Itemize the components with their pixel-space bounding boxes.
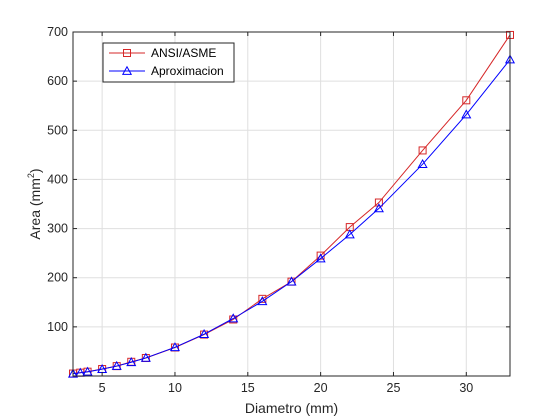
- triangle-marker: [373, 203, 384, 213]
- triangle-marker: [228, 313, 239, 323]
- x-tick-label: 20: [314, 381, 328, 395]
- y-tick-label: 100: [47, 320, 68, 334]
- series-aproximacion: [67, 54, 516, 378]
- square-marker: [123, 49, 131, 57]
- y-axis-label-close: ): [27, 168, 43, 173]
- legend-label: ANSI/ASME: [151, 46, 216, 60]
- y-axis-label: Area (mm2): [26, 168, 43, 239]
- triangle-marker: [199, 328, 210, 339]
- triangle-marker: [121, 65, 133, 75]
- legend-items: ANSI/ASME Aproximacion: [109, 46, 224, 78]
- y-tick-label: 300: [47, 222, 68, 236]
- triangle-marker: [286, 276, 297, 286]
- x-tick-label: 10: [168, 381, 182, 395]
- square-marker: [200, 330, 209, 339]
- x-axis-label: Diametro (mm): [245, 400, 338, 416]
- triangle-marker: [257, 296, 268, 306]
- y-tick-label: 400: [47, 172, 68, 186]
- triangle-marker: [417, 158, 428, 169]
- legend-entry: ANSI/ASME: [109, 46, 216, 60]
- x-tick-label: 5: [99, 381, 106, 395]
- square-marker: [462, 96, 471, 105]
- triangle-marker: [126, 357, 137, 367]
- legend-entry: Aproximacion: [109, 64, 224, 78]
- x-tick-label: 15: [241, 381, 255, 395]
- legend: ANSI/ASME Aproximacion: [102, 42, 235, 83]
- series-ansi-asme: [69, 30, 514, 378]
- x-tick-label: 25: [387, 381, 401, 395]
- triangle-marker: [169, 342, 181, 352]
- series-line: [72, 34, 511, 375]
- ticks: 5 10 15 20 25 30 100 200 300 400 500 600 700: [47, 25, 510, 395]
- triangle-marker: [67, 368, 79, 378]
- y-axis-label-superscript: 2: [26, 173, 36, 178]
- triangle-marker: [344, 229, 355, 239]
- triangle-marker: [315, 253, 326, 263]
- grid: [73, 31, 510, 376]
- square-marker: [229, 315, 238, 324]
- triangle-marker: [82, 366, 93, 376]
- y-tick-label: 500: [47, 123, 68, 137]
- square-marker: [374, 198, 383, 207]
- triangle-marker: [111, 360, 122, 370]
- plot-frame: [72, 31, 511, 377]
- y-tick-label: 600: [47, 74, 68, 88]
- y-tick-label: 700: [47, 25, 68, 39]
- triangle-marker: [461, 109, 472, 119]
- triangle-marker: [140, 352, 151, 362]
- square-marker: [418, 146, 427, 155]
- series-layer: [67, 30, 516, 378]
- y-tick-label: 200: [47, 271, 68, 285]
- legend-label: Aproximacion: [151, 64, 224, 78]
- y-axis-label-text: Area (mm: [27, 178, 43, 239]
- x-tick-label: 30: [459, 381, 473, 395]
